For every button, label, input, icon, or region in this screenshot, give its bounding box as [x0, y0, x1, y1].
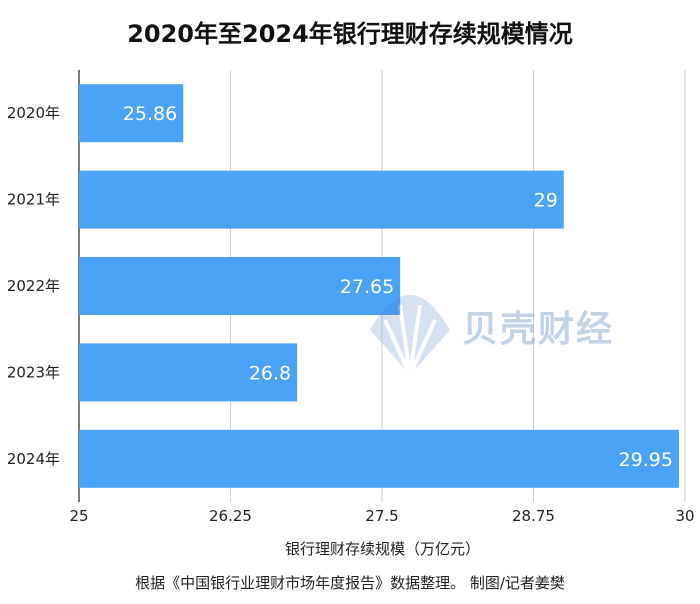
- y-tick-label: 2020年: [7, 104, 60, 122]
- x-axis-label: 银行理财存续规模（万亿元）: [284, 540, 480, 558]
- source-note: 根据《中国银行业理财市场年度报告》数据整理。 制图/记者姜樊: [135, 574, 565, 592]
- y-axis-tick-labels: 2020年 2021年 2022年 2023年 2024年: [7, 104, 60, 468]
- x-tick-label: 27.5: [365, 507, 398, 525]
- watermark-logo-icon: [370, 295, 450, 376]
- bar: [79, 257, 401, 315]
- bar: [79, 429, 679, 488]
- x-tick-label: 25: [69, 507, 88, 525]
- bar-value-label: 29.95: [619, 449, 673, 471]
- x-axis-tick-labels: 25 26.25 27.5 28.75 30: [69, 507, 694, 525]
- bar-value-label: 27.65: [340, 276, 394, 298]
- x-tick-label: 28.75: [512, 507, 555, 525]
- x-tick-label: 26.25: [209, 507, 252, 525]
- watermark-text: 贝壳财经: [462, 309, 615, 350]
- bar-value-label: 26.8: [249, 362, 291, 384]
- bar: [79, 343, 298, 402]
- value-labels: 25.86 29 27.65 26.8 29.95: [123, 103, 673, 471]
- x-tick-label: 30: [675, 507, 694, 525]
- y-tick-label: 2023年: [7, 363, 60, 381]
- bars: [79, 84, 679, 488]
- bar: [79, 170, 564, 229]
- chart-title: 2020年至2024年银行理财存续规模情况: [127, 20, 573, 48]
- y-tick-label: 2022年: [7, 277, 60, 295]
- y-tick-label: 2024年: [7, 450, 60, 468]
- bar: [79, 84, 184, 143]
- y-tick-label: 2021年: [7, 191, 60, 209]
- bar-value-label: 25.86: [123, 103, 177, 125]
- bar-value-label: 29: [534, 190, 558, 212]
